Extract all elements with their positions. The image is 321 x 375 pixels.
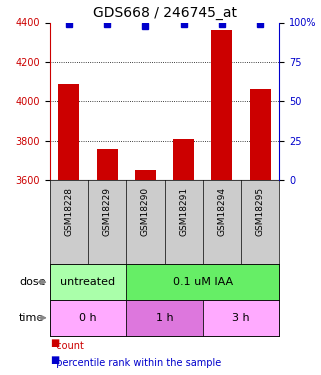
Bar <box>211 30 232 180</box>
Bar <box>58 84 79 180</box>
Text: ■: ■ <box>50 354 59 364</box>
Bar <box>126 300 203 336</box>
Text: untreated: untreated <box>60 277 116 287</box>
Bar <box>173 139 194 180</box>
Text: 0 h: 0 h <box>79 313 97 323</box>
Bar <box>50 300 126 336</box>
Text: GSM18229: GSM18229 <box>103 187 112 236</box>
Bar <box>97 148 118 180</box>
Text: 0.1 uM IAA: 0.1 uM IAA <box>173 277 233 287</box>
Title: GDS668 / 246745_at: GDS668 / 246745_at <box>92 6 237 20</box>
Bar <box>50 264 126 300</box>
Text: count: count <box>50 340 84 351</box>
Text: GSM18295: GSM18295 <box>256 187 265 236</box>
Text: percentile rank within the sample: percentile rank within the sample <box>50 357 221 368</box>
Text: GSM18294: GSM18294 <box>217 187 226 236</box>
Text: time: time <box>19 313 44 323</box>
Text: 3 h: 3 h <box>232 313 250 323</box>
Bar <box>250 90 271 180</box>
Text: 1 h: 1 h <box>156 313 173 323</box>
Bar <box>203 300 279 336</box>
Text: dose: dose <box>19 277 46 287</box>
Bar <box>126 264 279 300</box>
Text: GSM18290: GSM18290 <box>141 187 150 236</box>
Bar <box>135 170 156 180</box>
Text: GSM18228: GSM18228 <box>65 187 74 236</box>
Text: ■: ■ <box>50 338 59 348</box>
Text: GSM18291: GSM18291 <box>179 187 188 236</box>
